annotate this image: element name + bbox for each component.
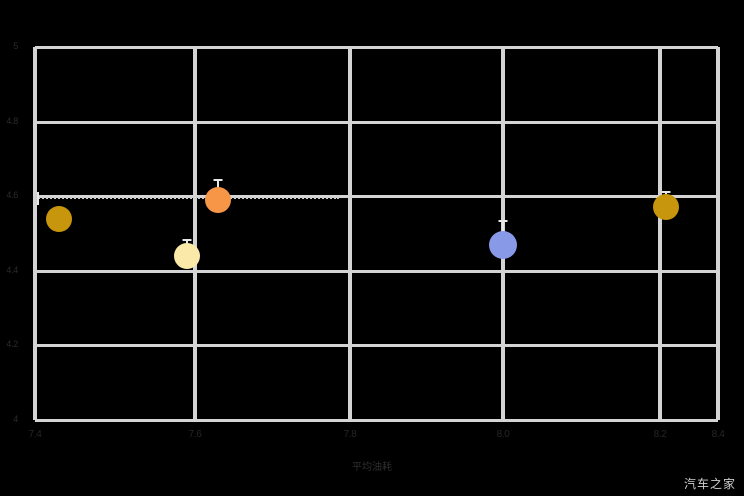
y-tick-label: 4.8 <box>6 115 18 126</box>
scatter-point[interactable] <box>174 242 200 269</box>
x-axis-title: 平均油耗 <box>352 462 392 473</box>
scatter-point[interactable] <box>652 194 679 221</box>
x-tick-label: 8.4 <box>711 429 725 440</box>
grid-line-horizontal <box>35 120 718 124</box>
scatter-point[interactable] <box>205 186 232 213</box>
x-tick-label: 7.8 <box>343 429 357 440</box>
grid-line-horizontal <box>35 46 718 49</box>
scatter-point[interactable] <box>46 205 72 232</box>
error-bar-cap <box>498 220 508 223</box>
grid-line-horizontal <box>35 419 718 422</box>
x-tick-label: 7.4 <box>28 429 42 440</box>
error-bar-cap <box>213 179 223 182</box>
error-bar-cap <box>182 239 192 242</box>
grid-line-horizontal <box>35 195 718 199</box>
y-tick-label: 4.6 <box>6 190 18 201</box>
error-bar-horizontal <box>35 197 339 200</box>
grid-line-horizontal <box>35 344 718 348</box>
watermark: 汽车之家 <box>683 477 736 491</box>
grid-line-vertical <box>193 47 197 420</box>
grid-line-horizontal <box>35 269 718 273</box>
y-tick-label: 4 <box>13 414 18 424</box>
y-tick-label: 4.4 <box>6 264 18 275</box>
x-tick-label: 8.0 <box>496 429 510 440</box>
y-tick-label: 5 <box>13 41 18 51</box>
grid-line-vertical <box>716 47 720 420</box>
error-bar-cap <box>661 190 671 193</box>
y-tick-label: 4.2 <box>6 339 18 350</box>
x-tick-label: 8.2 <box>653 429 667 440</box>
error-bar-vertical <box>37 192 39 206</box>
scatter-point[interactable] <box>489 230 517 259</box>
plot-area <box>33 46 720 422</box>
grid-line-vertical <box>348 47 352 420</box>
grid-line-vertical <box>33 47 37 420</box>
x-tick-label: 7.6 <box>188 429 202 440</box>
grid-line-vertical <box>658 47 662 420</box>
